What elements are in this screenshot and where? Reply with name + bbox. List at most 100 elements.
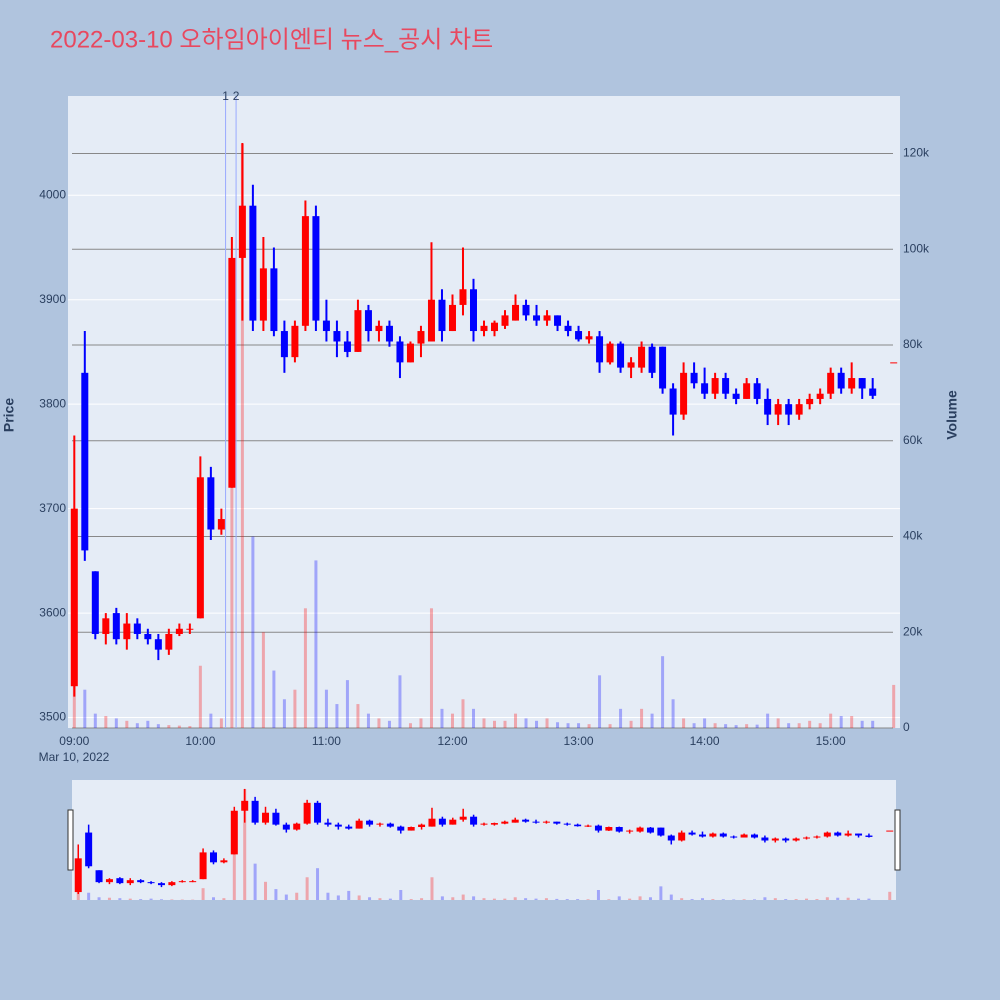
- candle-body: [81, 372, 89, 551]
- volume-bar: [461, 699, 465, 728]
- candle-body: [438, 299, 446, 332]
- slider-volume-bar: [700, 898, 704, 900]
- slider-candle-body: [626, 830, 634, 832]
- slider-volume-bar: [243, 789, 247, 900]
- slider-volume-bar: [815, 899, 819, 900]
- volume-bar: [314, 560, 318, 728]
- volume-bar: [839, 716, 843, 728]
- volume-bar: [797, 723, 801, 728]
- slider-candle-body: [615, 827, 623, 832]
- slider-handle-left[interactable]: [67, 809, 74, 871]
- slider-candle-body: [813, 836, 821, 838]
- slider-candle-body: [678, 832, 686, 841]
- volume-bar: [545, 718, 549, 728]
- slider-candle-body: [355, 820, 363, 829]
- y-axis-title: Price: [1, 398, 17, 432]
- slider-candle-body: [282, 824, 290, 830]
- volume-bar: [240, 143, 244, 728]
- volume-bar: [188, 726, 192, 728]
- event-label: 1: [222, 89, 229, 103]
- candle-body: [480, 325, 488, 332]
- slider-volume-bar: [586, 899, 590, 900]
- candle-body: [575, 331, 583, 340]
- slider-volume-bar: [420, 898, 424, 900]
- slider-candle-body: [698, 834, 706, 837]
- slider-volume-bar: [888, 891, 892, 900]
- slider-candle-body: [334, 824, 342, 827]
- volume-bar: [398, 675, 402, 728]
- slider-candle-body: [241, 800, 249, 811]
- candle-body: [722, 378, 730, 394]
- volume-bar: [167, 725, 171, 728]
- candle-body: [753, 383, 761, 399]
- slider-volume-bar: [264, 881, 268, 900]
- slider-volume-bar: [253, 863, 257, 900]
- candle-body: [385, 325, 393, 342]
- slider-volume-bar: [596, 890, 600, 900]
- slider-candle-body: [189, 881, 197, 883]
- slider-candle-body: [293, 823, 301, 830]
- candle-body: [312, 216, 320, 321]
- volume-bar: [808, 720, 812, 728]
- slider-volume-bar: [87, 892, 91, 900]
- slider-volume-bar: [316, 868, 320, 900]
- volume-bar: [419, 718, 423, 728]
- slider-volume-bar: [794, 899, 798, 900]
- slider-volume-bar: [524, 898, 528, 900]
- volume-bar: [776, 718, 780, 728]
- slider-candle-body: [157, 883, 165, 886]
- volume-bar: [755, 724, 759, 728]
- candle-body: [301, 216, 309, 326]
- slider-volume-bar: [669, 894, 673, 900]
- y-tick-label: 3500: [39, 710, 66, 724]
- slider-volume-bar: [139, 899, 143, 900]
- slider-candle-body: [719, 833, 727, 837]
- x-tick-label: 12:00: [437, 734, 467, 748]
- y2-tick-label: 100k: [903, 241, 930, 255]
- slider-candle-body: [563, 823, 571, 825]
- slider-candle-body: [740, 834, 748, 838]
- volume-bar: [146, 720, 150, 728]
- slider-candle-body: [584, 825, 592, 827]
- slider-volume-bar: [805, 898, 809, 900]
- slider-candle-body: [303, 802, 311, 824]
- slider-volume-bar: [388, 898, 392, 900]
- slider-handle-right[interactable]: [894, 809, 901, 871]
- volume-bar: [892, 684, 896, 728]
- slider-volume-bar: [576, 899, 580, 900]
- slider-volume-bar: [440, 896, 444, 900]
- slider-volume-bar: [763, 897, 767, 900]
- candle-body: [564, 325, 572, 332]
- range-slider[interactable]: [72, 780, 896, 900]
- candle-body: [165, 633, 173, 650]
- candle-body: [448, 304, 456, 332]
- slider-volume-bar: [711, 899, 715, 900]
- slider-volume-bar: [232, 827, 236, 900]
- volume-bar: [871, 720, 875, 728]
- volume-bar: [682, 718, 686, 728]
- candle-body: [617, 343, 625, 368]
- volume-bar: [198, 665, 202, 728]
- slider-volume-bar: [534, 898, 538, 900]
- slider-candle-body: [490, 823, 498, 825]
- slider-volume-bar: [295, 892, 299, 900]
- volume-bar: [429, 608, 433, 728]
- candle-body: [375, 325, 383, 332]
- slider-candle-body: [366, 820, 374, 825]
- volume-bar: [671, 699, 675, 728]
- slider-volume-bar: [732, 899, 736, 900]
- x-tick-label: 13:00: [564, 734, 594, 748]
- volume-bar: [503, 720, 507, 728]
- candle-body: [837, 372, 845, 389]
- slider-candle-body: [594, 825, 602, 831]
- slider-volume-bar: [742, 899, 746, 900]
- volume-bar: [587, 724, 591, 728]
- slider-volume-bar: [305, 877, 309, 900]
- slider-volume-bar: [409, 899, 413, 900]
- slider-volume-bar: [867, 898, 871, 900]
- candle-body: [816, 393, 824, 399]
- y2-tick-label: 20k: [903, 624, 923, 638]
- candle-body: [459, 289, 467, 305]
- volume-bar: [303, 608, 307, 728]
- y-tick-label: 3700: [39, 501, 66, 515]
